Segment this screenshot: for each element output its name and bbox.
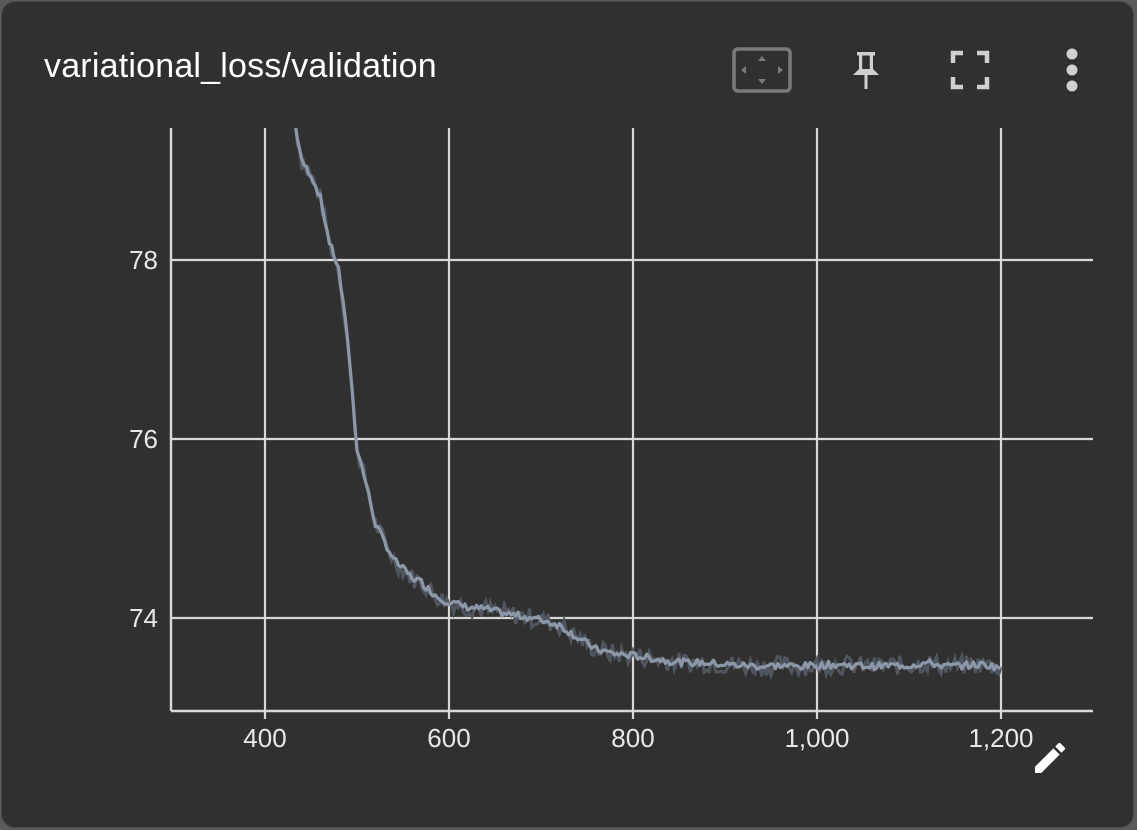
data-point	[649, 656, 653, 660]
data-point	[539, 618, 543, 622]
data-point	[557, 623, 561, 627]
x-tick-label: 1,000	[784, 723, 849, 753]
data-point	[576, 636, 580, 640]
data-point	[741, 663, 745, 667]
data-point	[833, 663, 837, 667]
data-point	[502, 612, 506, 616]
data-point	[410, 576, 414, 580]
series-layer	[293, 124, 1003, 681]
data-point	[438, 596, 442, 600]
fullscreen-icon	[950, 50, 990, 90]
edit-button[interactable]	[1026, 734, 1074, 782]
fullscreen-button[interactable]	[946, 46, 994, 94]
data-point	[373, 522, 377, 526]
data-point	[613, 652, 617, 656]
y-tick-label: 76	[129, 424, 158, 454]
data-point	[318, 195, 322, 199]
fit-to-data-button[interactable]	[731, 46, 793, 94]
data-point	[429, 589, 433, 593]
chart-title: variational_loss/validation	[44, 47, 437, 85]
data-point	[364, 482, 368, 486]
x-tick-label: 1,200	[968, 723, 1033, 753]
data-point	[484, 607, 488, 611]
data-point	[300, 160, 304, 164]
x-tick-label: 600	[427, 723, 470, 753]
fit-to-data-icon	[732, 47, 792, 93]
data-point	[327, 240, 331, 244]
data-point	[383, 540, 387, 544]
series-raw-line	[294, 128, 1003, 681]
series-line[interactable]	[294, 125, 1002, 672]
data-point	[419, 580, 423, 584]
data-point	[465, 605, 469, 609]
axis-layer	[169, 128, 1093, 713]
data-point	[686, 661, 690, 665]
data-point	[981, 663, 985, 667]
grid-layer	[171, 128, 1093, 719]
data-point	[705, 661, 709, 665]
data-point	[392, 558, 396, 562]
pin-icon	[853, 52, 879, 89]
data-point	[401, 567, 405, 571]
data-point	[309, 173, 313, 177]
data-point	[944, 664, 948, 668]
data-point	[631, 654, 635, 658]
data-point	[760, 664, 764, 668]
y-tick-label: 78	[129, 245, 158, 275]
data-point	[962, 663, 966, 667]
x-tick-label: 800	[611, 723, 654, 753]
data-point	[594, 647, 598, 651]
x-tick-label: 400	[243, 723, 286, 753]
data-point	[889, 663, 893, 667]
data-point	[337, 267, 341, 271]
data-point	[521, 614, 525, 618]
data-point	[870, 664, 874, 668]
more-vert-icon	[1066, 48, 1078, 92]
data-point	[815, 663, 819, 667]
data-point	[447, 600, 451, 604]
more-options-button[interactable]	[1050, 44, 1094, 96]
data-point	[999, 665, 1003, 669]
data-point	[907, 663, 911, 667]
data-point	[723, 663, 727, 667]
pin-button[interactable]	[842, 46, 890, 94]
data-point	[925, 661, 929, 665]
data-point	[293, 124, 297, 128]
data-point	[852, 663, 856, 667]
tick-label-layer: 400 600 800 1,000 1,200 74 76 78	[129, 245, 1033, 753]
data-point	[668, 659, 672, 663]
data-point	[346, 339, 350, 343]
data-point	[778, 663, 782, 667]
data-point	[355, 446, 359, 450]
pencil-icon	[1035, 742, 1066, 773]
y-tick-label: 74	[129, 603, 158, 633]
data-point	[797, 664, 801, 668]
